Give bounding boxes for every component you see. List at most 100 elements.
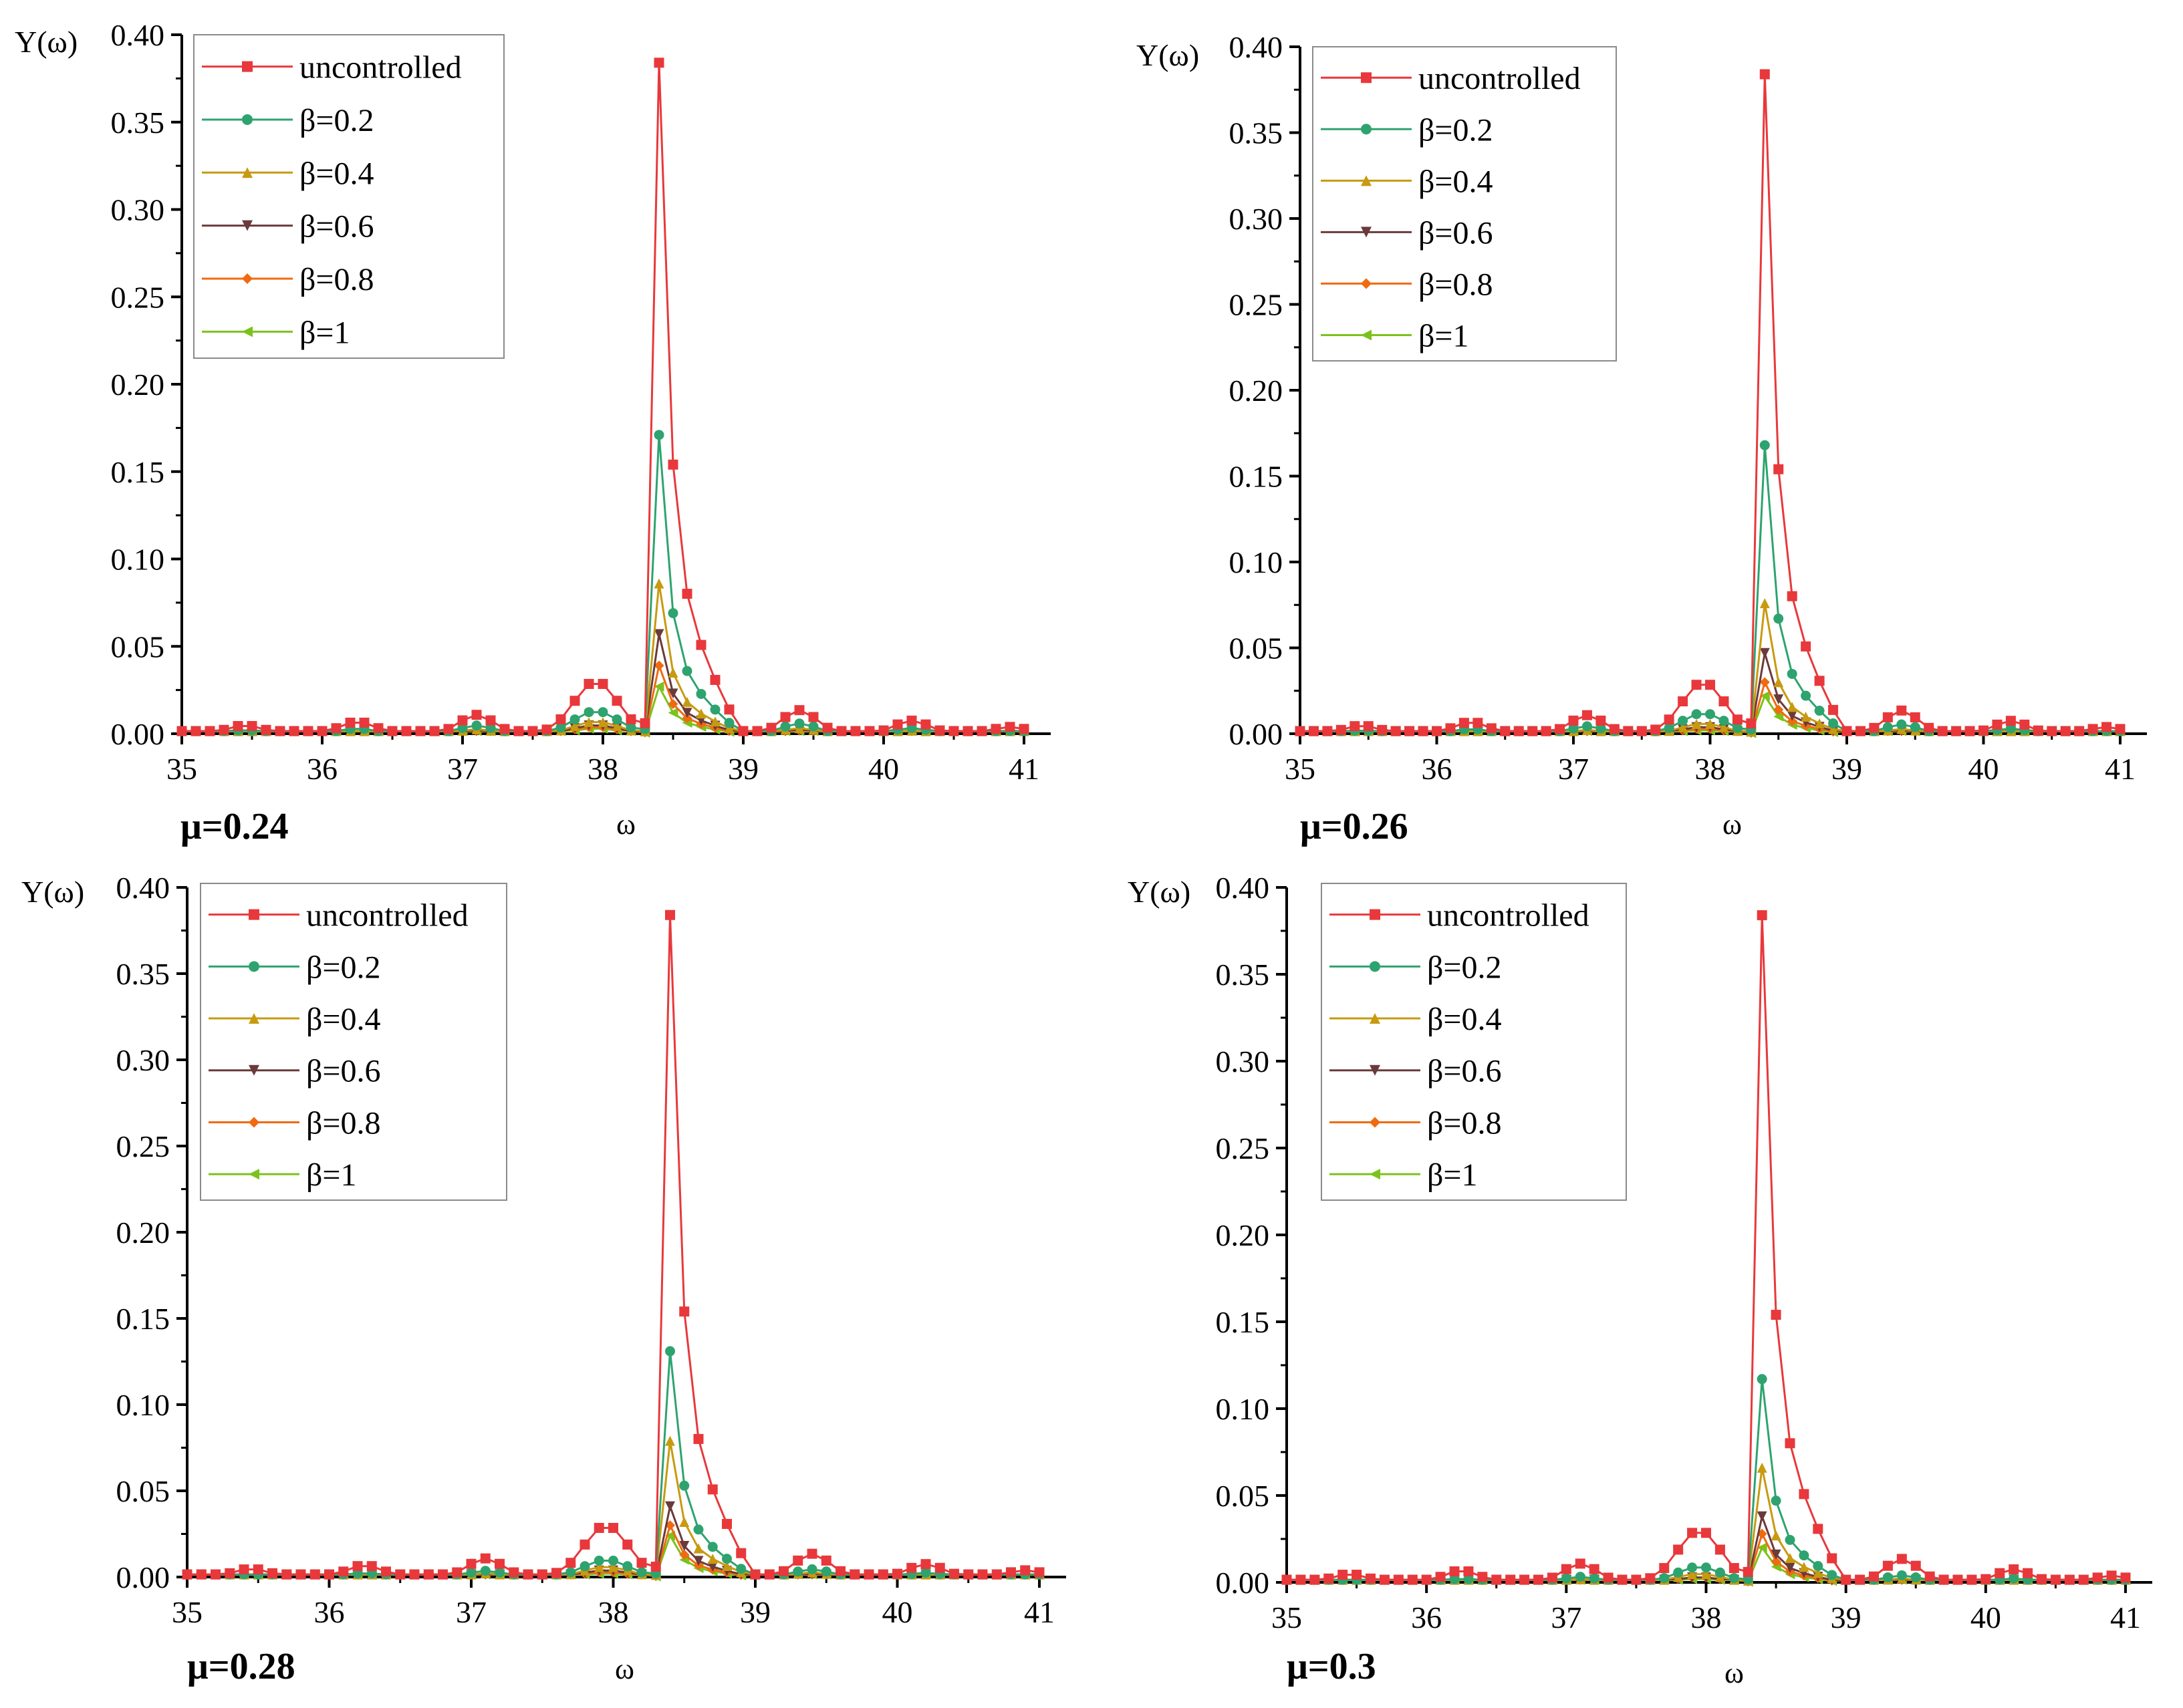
x-tick-label: 40	[868, 752, 899, 786]
y-tick-label: 0.20	[1216, 1218, 1270, 1252]
data-point	[1020, 1565, 1031, 1576]
data-point	[693, 1556, 704, 1566]
data-point	[1541, 726, 1551, 736]
data-point	[1924, 1571, 1935, 1582]
x-tick-label: 41	[1024, 1595, 1055, 1629]
data-point	[1771, 1549, 1781, 1560]
y-tick-label: 0.35	[111, 106, 165, 140]
data-point	[1555, 724, 1565, 734]
data-point	[1463, 1574, 1474, 1584]
data-point	[1732, 723, 1743, 734]
data-point	[1363, 721, 1374, 732]
data-point	[1589, 1573, 1599, 1584]
legend-label: β=0.8	[306, 1105, 381, 1141]
data-point	[764, 1569, 775, 1580]
data-point	[1701, 1528, 1711, 1538]
legend-label: uncontrolled	[1418, 61, 1581, 96]
legend-marker	[1361, 72, 1372, 84]
data-point	[281, 1569, 292, 1580]
data-point	[779, 1566, 789, 1576]
data-point	[1966, 1574, 1977, 1585]
data-point	[679, 1549, 690, 1560]
legend-marker	[249, 1117, 259, 1128]
data-point	[1882, 722, 1893, 732]
data-point	[1445, 723, 1456, 734]
data-point	[584, 678, 594, 689]
data-point	[696, 639, 707, 650]
data-point	[598, 678, 608, 689]
legend-marker	[249, 909, 259, 920]
data-point	[471, 710, 482, 720]
data-point	[707, 1562, 718, 1572]
data-point	[1603, 1572, 1614, 1583]
data-point	[381, 1566, 391, 1577]
legend-label: β=0.8	[1418, 267, 1493, 302]
data-point	[275, 726, 285, 736]
data-point	[1449, 1574, 1460, 1584]
y-tick-label: 0.25	[116, 1129, 170, 1163]
x-axis-label: ω	[615, 1653, 634, 1685]
data-point	[1773, 613, 1784, 624]
y-tick-label: 0.35	[1229, 116, 1283, 150]
data-point	[2060, 726, 2071, 736]
data-point	[373, 723, 384, 734]
data-point	[920, 719, 931, 730]
data-point	[750, 1569, 761, 1580]
data-point	[2009, 1564, 2019, 1574]
data-point	[1659, 1573, 1670, 1584]
data-point	[569, 721, 580, 732]
data-point	[1581, 710, 1592, 720]
data-point	[225, 1568, 235, 1578]
data-point	[1645, 1573, 1656, 1584]
data-point	[794, 705, 805, 716]
data-point	[457, 722, 468, 733]
data-point	[1992, 719, 2003, 730]
data-point	[1435, 1572, 1446, 1582]
data-point	[233, 720, 243, 731]
x-tick-label: 40	[1970, 1600, 2001, 1634]
x-tick-label: 35	[1285, 752, 1315, 786]
data-point	[523, 1569, 533, 1580]
legend-marker	[1361, 124, 1372, 135]
data-point	[1785, 1438, 1795, 1449]
data-point	[977, 1569, 988, 1580]
y-tick-label: 0.25	[111, 280, 165, 314]
series-β=0.2	[182, 1346, 1045, 1580]
y-tick-label: 0.30	[1216, 1044, 1270, 1079]
y-tick-label: 0.10	[1229, 545, 1283, 579]
data-point	[584, 717, 594, 728]
data-point	[1757, 1374, 1767, 1385]
data-point	[1491, 1574, 1502, 1585]
data-point	[1691, 680, 1702, 690]
data-point	[1527, 726, 1538, 736]
data-point	[1771, 1530, 1781, 1541]
data-point	[1964, 726, 1975, 736]
data-point	[1757, 1511, 1767, 1522]
y-tick-label: 0.10	[116, 1388, 170, 1422]
data-point	[401, 726, 412, 736]
data-point	[295, 1569, 306, 1580]
data-point	[569, 696, 580, 706]
legend-marker	[1370, 1013, 1380, 1024]
data-point	[1841, 1574, 1851, 1585]
data-point	[1463, 1566, 1474, 1577]
data-point	[1295, 1574, 1306, 1585]
data-point	[636, 1558, 647, 1568]
data-point	[1718, 722, 1729, 732]
data-point	[1759, 598, 1770, 609]
data-point	[864, 726, 875, 736]
y-tick-label: 0.40	[111, 18, 165, 52]
data-point	[1561, 1573, 1571, 1584]
data-point	[1814, 706, 1825, 716]
data-point	[878, 725, 889, 736]
legend-marker	[249, 1169, 259, 1180]
data-point	[793, 1555, 803, 1566]
data-point	[1814, 676, 1825, 686]
data-point	[1980, 1574, 1991, 1584]
data-point	[1924, 722, 1934, 733]
data-point	[668, 667, 678, 678]
data-point	[693, 1433, 704, 1444]
y-tick-label: 0.40	[1229, 30, 1283, 64]
data-point	[2005, 723, 2016, 734]
data-point	[780, 721, 791, 732]
